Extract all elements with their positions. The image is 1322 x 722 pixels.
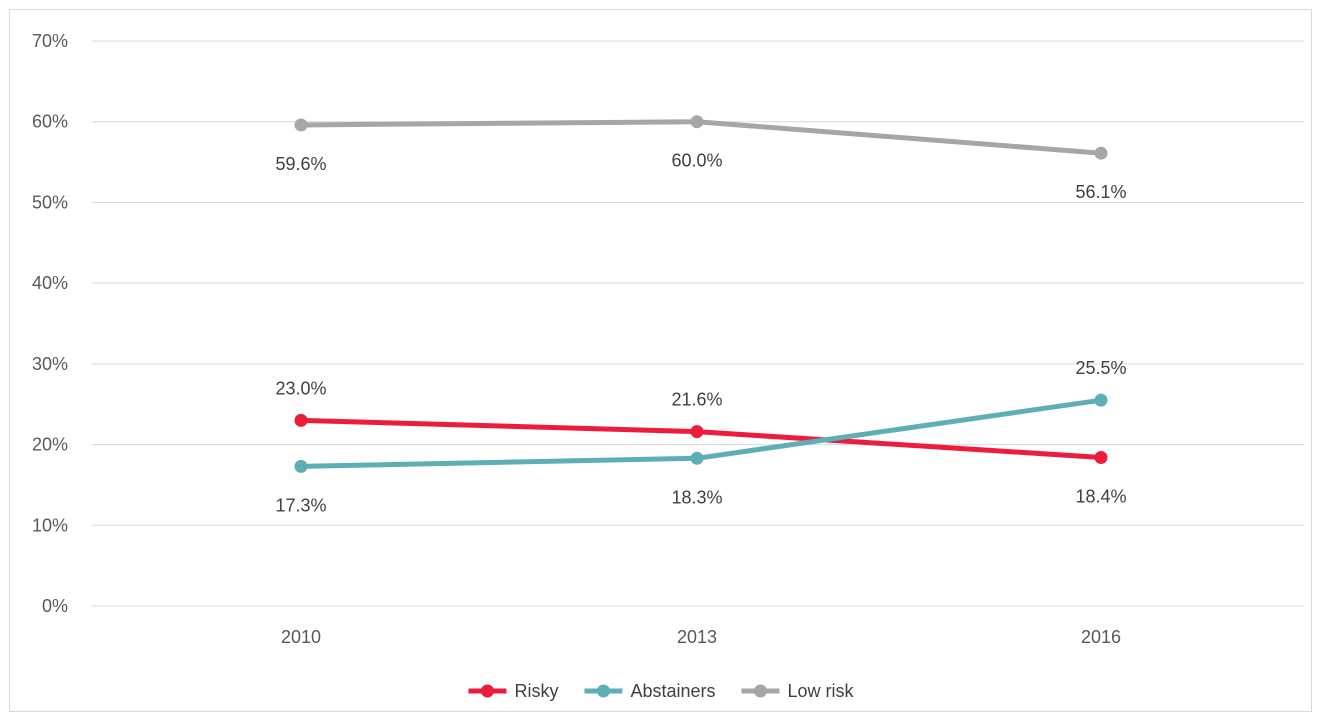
x-axis-ticks: 2010 2013 2016 [281,627,1121,647]
legend: Risky Abstainers Low risk [468,681,855,701]
data-label-risky: 23.0% [275,378,326,398]
legend-label: Risky [514,681,558,701]
legend-item-risky: Risky [468,681,558,701]
data-point-abstainers [1094,393,1108,407]
data-label-abstainers: 25.5% [1075,358,1126,378]
gridlines [92,40,1304,607]
data-point-low-risk [690,115,704,129]
legend-item-abstainers: Abstainers [584,681,716,701]
y-tick-label: 10% [32,515,68,535]
y-tick-label: 70% [32,31,68,51]
series-line-risky [298,417,1104,460]
data-label-risky: 18.4% [1075,486,1126,506]
data-point-low-risk [1094,146,1108,160]
y-tick-label: 30% [32,354,68,374]
series-low-risk [294,115,1108,160]
x-tick-label: 2016 [1081,627,1121,647]
data-point-risky [294,413,308,427]
data-point-abstainers [690,451,704,465]
data-label-low-risk: 59.6% [275,154,326,174]
data-point-low-risk [294,118,308,132]
y-tick-label: 40% [32,273,68,293]
data-point-risky [690,425,704,439]
data-label-low-risk: 60.0% [671,151,722,171]
legend-swatch-marker [596,684,610,698]
data-label-low-risk: 56.1% [1075,182,1126,202]
data-point-abstainers [294,459,308,473]
series-risky [294,413,1108,464]
data-labels: 23.0% 21.6% 18.4% 17.3% 18.3% 25.5% 59.6% 60.0%… [275,151,1126,516]
legend-swatch-marker [754,684,768,698]
data-label-abstainers: 17.3% [275,495,326,515]
series-lines [294,115,1108,473]
legend-item-low-risk: Low risk [741,681,855,701]
y-tick-label: 20% [32,435,68,455]
legend-label: Abstainers [630,681,715,701]
x-tick-label: 2013 [677,627,717,647]
chart-frame [9,9,1312,712]
y-tick-label: 0% [42,596,68,616]
y-tick-label: 60% [32,112,68,132]
data-label-abstainers: 18.3% [671,487,722,507]
x-tick-label: 2010 [281,627,321,647]
series-abstainers [294,393,1108,473]
legend-label: Low risk [788,681,855,701]
data-point-risky [1094,450,1108,464]
y-tick-label: 50% [32,192,68,212]
legend-swatch-marker [480,684,494,698]
data-label-risky: 21.6% [671,390,722,410]
y-axis-ticks: 0% 10% 20% 30% 40% 50% 60% 70% [32,31,68,616]
